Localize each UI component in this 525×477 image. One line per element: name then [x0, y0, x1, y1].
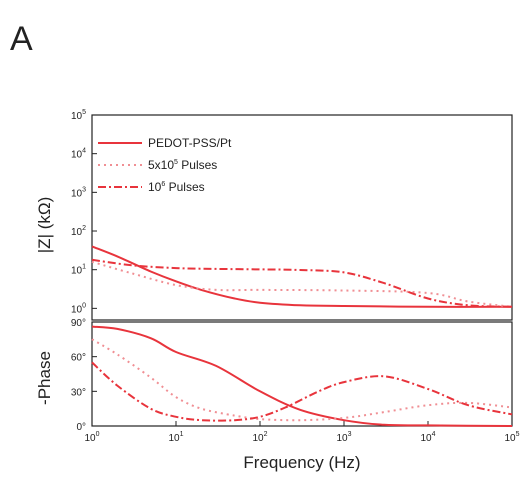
tick-exp: 1 — [180, 431, 184, 438]
tick-base: 10 — [420, 433, 432, 444]
panel-label: A — [10, 20, 33, 58]
series-line-dotted — [91, 260, 513, 308]
phase-y-label: -Phase — [35, 351, 54, 405]
tick-base: 10 — [168, 433, 180, 444]
phase-y-ticks: 0° 30° 60° 90° — [71, 318, 97, 433]
tick-base: 10 — [71, 188, 83, 199]
tick-base: 10 — [71, 111, 83, 122]
y-tick-label: 60° — [71, 353, 86, 364]
phase-plot-frame — [91, 321, 513, 427]
y-tick-label: 90° — [71, 318, 86, 329]
tick-base: 10 — [252, 433, 264, 444]
series-line-dash-dot — [91, 258, 513, 308]
y-tick-label: 104 — [71, 148, 86, 161]
y-tick-label: 105 — [71, 109, 86, 122]
tick-base: 10 — [84, 433, 96, 444]
tick-base: 10 — [71, 227, 83, 238]
series-line-solid — [91, 325, 513, 427]
impedance-series — [91, 245, 513, 308]
x-tick-label: 103 — [336, 431, 351, 444]
phase-panel: 0°30°60°90° 100 101 102 103 104 105 -Phase Fr… — [35, 318, 520, 472]
y-tick-label: 102 — [71, 225, 86, 238]
tick-base: 10 — [71, 304, 83, 315]
phase-series — [91, 325, 513, 427]
tick-exp: 1 — [82, 264, 86, 271]
tick-base: 10 — [336, 433, 348, 444]
y-tick-label: 30° — [71, 387, 86, 398]
series-line-dotted — [91, 338, 513, 422]
legend: PEDOT-PSS/Pt 5x105 Pulses 106 Pulses — [98, 136, 232, 194]
series-line-dash-dot — [91, 361, 513, 422]
tick-exp: 0 — [82, 302, 86, 309]
x-tick-label: 105 — [504, 431, 519, 444]
tick-base: 10 — [71, 266, 83, 277]
tick-exp: 4 — [432, 431, 436, 438]
y-tick-label: 103 — [71, 186, 86, 199]
impedance-y-label: |Z| (kΩ) — [35, 197, 54, 253]
y-tick-label: 100 — [71, 302, 86, 315]
tick-exp: 5 — [516, 431, 520, 438]
tick-exp: 2 — [82, 225, 86, 232]
y-tick-label: 101 — [71, 264, 86, 277]
tick-exp: 3 — [82, 186, 86, 193]
series-line-solid — [91, 245, 513, 308]
tick-base: 10 — [504, 433, 516, 444]
y-tick-label: 0° — [76, 422, 86, 433]
impedance-plot-frame — [91, 114, 513, 321]
tick-exp: 2 — [264, 431, 268, 438]
tick-exp: 0 — [96, 431, 100, 438]
x-tick-label: 104 — [420, 431, 435, 444]
tick-exp: 3 — [348, 431, 352, 438]
frequency-x-ticks: 100 101 102 103 104 105 — [84, 421, 520, 444]
legend-label-2: 5x105 Pulses — [148, 158, 217, 172]
tick-exp: 5 — [82, 109, 86, 116]
x-tick-label: 100 — [84, 431, 99, 444]
frequency-x-label: Frequency (Hz) — [243, 453, 360, 472]
legend-label-3: 106 Pulses — [148, 180, 205, 194]
tick-exp: 4 — [82, 148, 86, 155]
tick-base: 10 — [71, 150, 83, 161]
legend-label-1: PEDOT-PSS/Pt — [148, 136, 232, 150]
x-tick-label: 101 — [168, 431, 183, 444]
x-tick-label: 102 — [252, 431, 267, 444]
